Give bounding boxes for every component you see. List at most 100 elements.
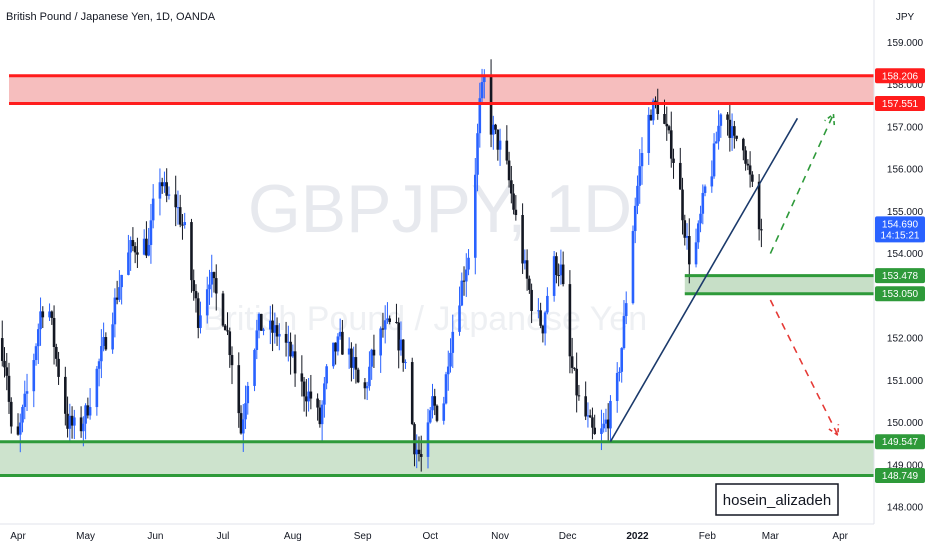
candle-body: [557, 275, 560, 277]
price-tag-support-mid-bottom-bg: [875, 286, 925, 302]
price-tag-resistance-top-bg: [875, 68, 925, 84]
candle-body: [176, 207, 180, 209]
zone-support-mid: [684, 275, 874, 294]
x-tick-label: Apr: [832, 531, 848, 542]
bearish-projection-arrow-line: [769, 299, 839, 436]
candle-body: [703, 186, 707, 193]
candle-body: [667, 126, 671, 131]
candle-body: [73, 417, 76, 426]
candle-body: [163, 182, 166, 187]
candle-body: [577, 395, 581, 397]
candle-body: [136, 252, 139, 255]
candle-body: [449, 352, 452, 367]
candle-body: [244, 403, 247, 420]
candle-body: [115, 297, 119, 300]
candle-body: [383, 320, 387, 330]
candle-body: [338, 331, 342, 337]
watermark-symbol: GBPJPY, 1D: [248, 171, 632, 247]
zone-fills: [0, 75, 874, 476]
candle-body: [588, 415, 592, 418]
candle-body: [183, 222, 187, 226]
candle-body: [309, 391, 313, 399]
candle-body: [318, 407, 322, 425]
symbol-title[interactable]: British Pound / Japanese Yen, 1D, OANDA: [6, 11, 216, 23]
x-tick-label: Feb: [699, 531, 717, 542]
candle-body: [415, 449, 419, 455]
candle-body: [39, 311, 42, 330]
candle-body: [259, 313, 263, 331]
candle-body: [158, 182, 162, 199]
candle-body: [433, 396, 437, 406]
candle-body: [120, 274, 123, 288]
candle-body: [505, 140, 509, 161]
candle-body: [370, 349, 373, 367]
price-tag-support-low-top-bg: [875, 434, 925, 450]
price-tag-resistance-top-text: 158.206: [882, 71, 919, 82]
candle-body: [498, 140, 502, 150]
price-labels: 158.206 157.551 153.478 153.050 149.547 148.7…: [875, 68, 925, 483]
y-tick-label: 150.000: [887, 418, 924, 429]
candle-body: [417, 449, 421, 455]
candle-body: [305, 396, 308, 402]
candle-body: [530, 289, 533, 312]
candle-body: [273, 325, 277, 333]
candle-body: [262, 329, 265, 331]
candle-body: [712, 143, 716, 177]
candle-body: [395, 321, 398, 323]
candle-body: [419, 454, 423, 457]
bullish-projection-arrow-line: [769, 113, 835, 254]
candle-body: [672, 158, 675, 163]
candle-body: [631, 231, 635, 304]
price-tag-support-low-bottom-bg: [875, 467, 925, 483]
candle-body: [604, 419, 608, 424]
candle-body: [205, 289, 209, 316]
candle-body: [528, 278, 531, 290]
candle-body: [284, 333, 288, 343]
candle-body: [145, 238, 148, 256]
candles: [0, 59, 763, 472]
candle-body: [568, 284, 572, 357]
candle-body: [133, 246, 137, 253]
signature-text: hosein_alizadeh: [723, 492, 831, 509]
candle-body: [541, 325, 545, 334]
candle-body: [570, 356, 574, 368]
candle-body: [365, 386, 369, 389]
candle-body: [651, 100, 655, 121]
candle-body: [95, 368, 99, 408]
x-tick-label: Sep: [354, 531, 372, 542]
price-tag-resistance-bottom-text: 157.551: [882, 99, 919, 110]
candle-body: [174, 194, 178, 208]
candle-body: [404, 362, 407, 364]
candle-body: [464, 269, 468, 282]
x-tick-label: May: [76, 531, 95, 542]
price-tag-current-bg: [875, 216, 925, 243]
candle-body: [496, 129, 500, 150]
x-tick-label: Mar: [762, 531, 780, 542]
time-axis-panel[interactable]: [0, 524, 932, 550]
candle-body: [113, 297, 117, 325]
candle-body: [100, 346, 103, 362]
candle-body: [442, 403, 446, 421]
price-tag-current-countdown: 14:15:21: [881, 230, 920, 241]
candle-body: [593, 427, 596, 434]
candle-body: [507, 160, 511, 181]
candle-body: [291, 351, 295, 357]
candle-body: [165, 182, 168, 196]
candle-body: [352, 357, 355, 368]
drawings: [609, 112, 840, 442]
candle-body: [23, 393, 27, 407]
candle-body: [167, 194, 171, 196]
candle-body: [102, 337, 105, 347]
candle-body: [149, 220, 153, 245]
candle-body: [717, 125, 720, 142]
candle-body: [68, 415, 72, 429]
candle-body: [649, 114, 653, 121]
candle-body: [316, 398, 319, 408]
candle-body: [64, 376, 67, 414]
currency-label: JPY: [896, 12, 915, 23]
candle-body: [131, 240, 135, 247]
candle-body: [559, 264, 563, 276]
price-tag-current-text: 154.690: [882, 219, 919, 230]
candle-body: [356, 369, 360, 383]
x-tick-label: Aug: [284, 531, 302, 542]
